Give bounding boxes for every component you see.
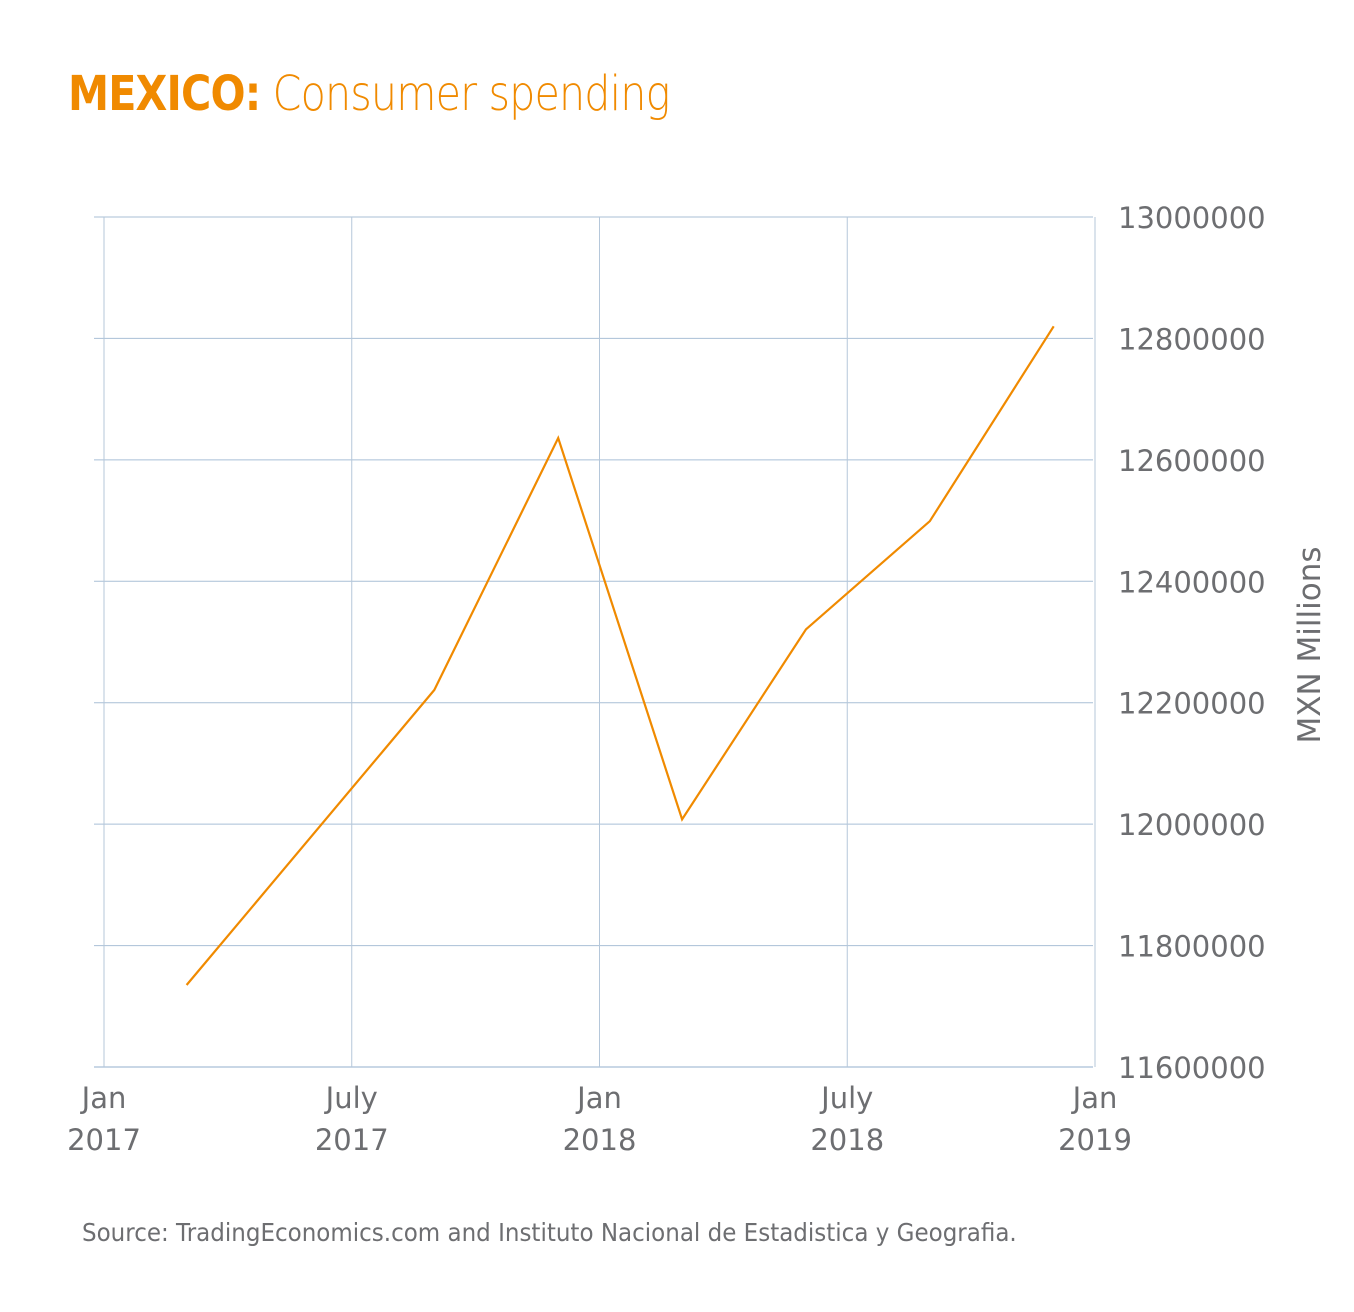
x-tick-label-year: 2019: [1058, 1123, 1132, 1157]
x-tick-label-year: 2017: [315, 1123, 389, 1157]
x-tick-label-month: July: [819, 1081, 873, 1115]
y-tick-label: 11800000: [1118, 930, 1266, 964]
grid-lines: [94, 216, 1096, 1068]
y-tick-label: 12200000: [1118, 687, 1266, 721]
y-axis-label: MXN Millions: [1292, 547, 1328, 744]
y-tick-label: 12800000: [1118, 322, 1266, 356]
x-tick-label-month: July: [324, 1081, 378, 1115]
y-tick-label: 12600000: [1118, 444, 1266, 478]
source-note: Source: TradingEconomics.com and Institu…: [82, 1218, 1017, 1247]
x-tick-label-year: 2018: [563, 1123, 637, 1157]
series-group: [185, 325, 1055, 986]
series-line: [185, 325, 1055, 986]
x-tick-label-month: Jan: [80, 1081, 127, 1115]
y-tick-label: 11600000: [1118, 1051, 1266, 1085]
x-axis-ticks: Jan 2017 July 2017 Jan 2018 July 2018 Jan 2019: [67, 1081, 1132, 1157]
x-tick-label-year: 2018: [810, 1123, 884, 1157]
y-tick-label: 12000000: [1118, 808, 1266, 842]
chart-title-country: MEXICO:: [68, 66, 261, 122]
chart-title: MEXICO: Consumer spending: [68, 66, 671, 122]
y-tick-label: 12400000: [1118, 565, 1266, 599]
x-tick-label-month: Jan: [575, 1081, 622, 1115]
y-axis-ticks: 13000000 12800000 12600000 12400000 12200000…: [1118, 201, 1266, 1085]
x-tick-label-year: 2017: [67, 1123, 141, 1157]
x-tick-label-month: Jan: [1071, 1081, 1118, 1115]
y-tick-label: 13000000: [1118, 201, 1266, 235]
chart-title-subject: Consumer spending: [260, 66, 671, 122]
